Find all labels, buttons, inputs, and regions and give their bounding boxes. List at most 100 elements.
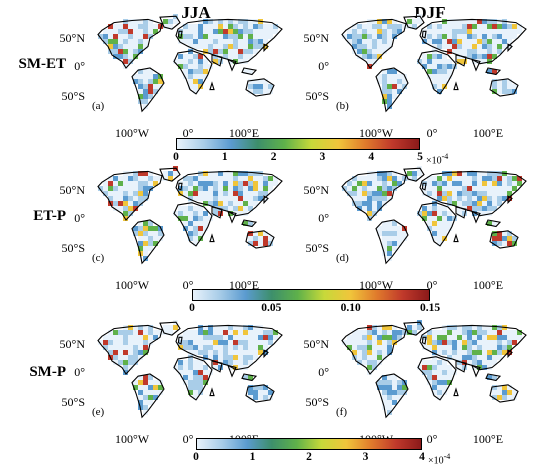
coastline-4 xyxy=(173,356,213,401)
coastline-2 xyxy=(131,67,165,113)
coastline-11 xyxy=(263,349,269,359)
coastline-7 xyxy=(485,373,502,382)
coastline-10 xyxy=(421,30,427,39)
colorbar-exponent: -4 xyxy=(443,452,451,461)
coastline-10 xyxy=(421,182,427,191)
lon-label: 100°W xyxy=(358,126,394,140)
panel-label: (f) xyxy=(336,406,347,418)
coastline-11 xyxy=(507,195,513,205)
coastline-1 xyxy=(403,321,425,336)
colorbar-tick-label: 4 xyxy=(419,451,425,463)
coastline-4 xyxy=(417,50,457,95)
coastline-4 xyxy=(417,202,457,247)
row-label-sm-p: SM-P xyxy=(29,364,66,380)
coastline-9 xyxy=(453,81,459,91)
lon-label: 0° xyxy=(426,278,438,292)
coastline-0 xyxy=(341,170,407,221)
colorbar-tick-label: 3 xyxy=(362,451,369,463)
coastline-6 xyxy=(471,364,481,378)
coastline-7 xyxy=(241,373,258,382)
coastline-10 xyxy=(177,336,183,345)
row-label-sm-et: SM-ET xyxy=(18,56,66,72)
colorbar-tick-label: 1 xyxy=(249,451,256,463)
lat-label: 0° xyxy=(74,58,85,73)
lat-label: 50°S xyxy=(305,240,329,255)
panel-label: (a) xyxy=(92,100,105,112)
coastline-6 xyxy=(227,58,237,72)
panel-label: (c) xyxy=(92,252,105,264)
map-panel-et-p-jja xyxy=(97,166,283,265)
coastline-10 xyxy=(177,30,183,39)
lon-label: 100°E xyxy=(228,126,260,140)
coastline-9 xyxy=(209,387,215,397)
coastline-3 xyxy=(419,18,527,65)
coastline-6 xyxy=(471,210,481,224)
colorbar-exponent: -4 xyxy=(441,152,449,161)
column-title-jja: JJA xyxy=(181,3,211,22)
lon-label: 100°E xyxy=(228,278,260,292)
coastline-7 xyxy=(241,219,258,228)
lon-label: 100°E xyxy=(472,432,504,446)
lon-label: 0° xyxy=(426,432,438,446)
coastline-8 xyxy=(245,230,275,249)
colorbar-sm-p xyxy=(196,438,422,450)
panel-label: (b) xyxy=(336,100,349,112)
column-title-djf: DJF xyxy=(414,3,446,22)
colorbar-tick-label: 0.05 xyxy=(261,302,282,314)
coastline-1 xyxy=(159,15,181,30)
lat-label: 50°N xyxy=(303,336,329,351)
coastline-6 xyxy=(227,364,237,378)
lat-label: 0° xyxy=(318,364,329,379)
coastline-9 xyxy=(209,81,215,91)
panel-label: (d) xyxy=(336,252,349,264)
lat-label: 50°S xyxy=(61,240,85,255)
coastline-0 xyxy=(97,18,163,69)
lon-label: 100°E xyxy=(472,278,504,292)
coastline-8 xyxy=(245,78,275,97)
lat-label: 0° xyxy=(318,58,329,73)
lat-label: 0° xyxy=(74,364,85,379)
lat-label: 50°S xyxy=(61,88,85,103)
lat-label: 0° xyxy=(74,210,85,225)
colorbar-tick-label: 0.15 xyxy=(419,302,441,314)
coastline-4 xyxy=(173,202,213,247)
coastline-11 xyxy=(263,195,269,205)
lat-label: 50°N xyxy=(59,30,85,45)
coastline-6 xyxy=(471,58,481,72)
coastline-5 xyxy=(211,360,223,373)
coastline-5 xyxy=(455,360,467,373)
coastline-6 xyxy=(227,210,237,224)
coastline-1 xyxy=(159,167,181,182)
colorbar-tick-label: 0 xyxy=(193,451,199,463)
map-panel-sm-p-jja xyxy=(97,320,283,419)
coastline-8 xyxy=(245,384,275,403)
colorbar-et-p xyxy=(192,289,430,301)
lat-label: 50°N xyxy=(303,182,329,197)
colorbar-tick-label: 3 xyxy=(319,151,326,163)
coastline-3 xyxy=(419,324,527,371)
coastline-11 xyxy=(507,349,513,359)
coastline-11 xyxy=(263,43,269,53)
lon-label: 0° xyxy=(182,126,194,140)
lon-label: 0° xyxy=(182,432,194,446)
lon-label: 100°W xyxy=(114,126,150,140)
coastline-2 xyxy=(131,373,165,419)
coastline-5 xyxy=(211,206,223,219)
coastline-3 xyxy=(175,170,283,217)
colorbar-scale: ×10-4 xyxy=(428,452,450,466)
lon-label: 100°E xyxy=(472,126,504,140)
coastline-0 xyxy=(97,324,163,375)
coastline-3 xyxy=(419,170,527,217)
map-panel-et-p-djf xyxy=(341,166,527,265)
lat-label: 50°S xyxy=(305,394,329,409)
lat-label: 50°N xyxy=(303,30,329,45)
lon-label: 100°W xyxy=(114,432,150,446)
coastline-7 xyxy=(485,67,502,76)
coastline-2 xyxy=(375,373,409,419)
colorbar-tick-label: 5 xyxy=(417,151,423,163)
coastline-5 xyxy=(455,206,467,219)
lat-label: 50°N xyxy=(59,182,85,197)
colorbar-sm-et xyxy=(176,138,420,150)
coastline-9 xyxy=(209,233,215,243)
coastline-7 xyxy=(485,219,502,228)
